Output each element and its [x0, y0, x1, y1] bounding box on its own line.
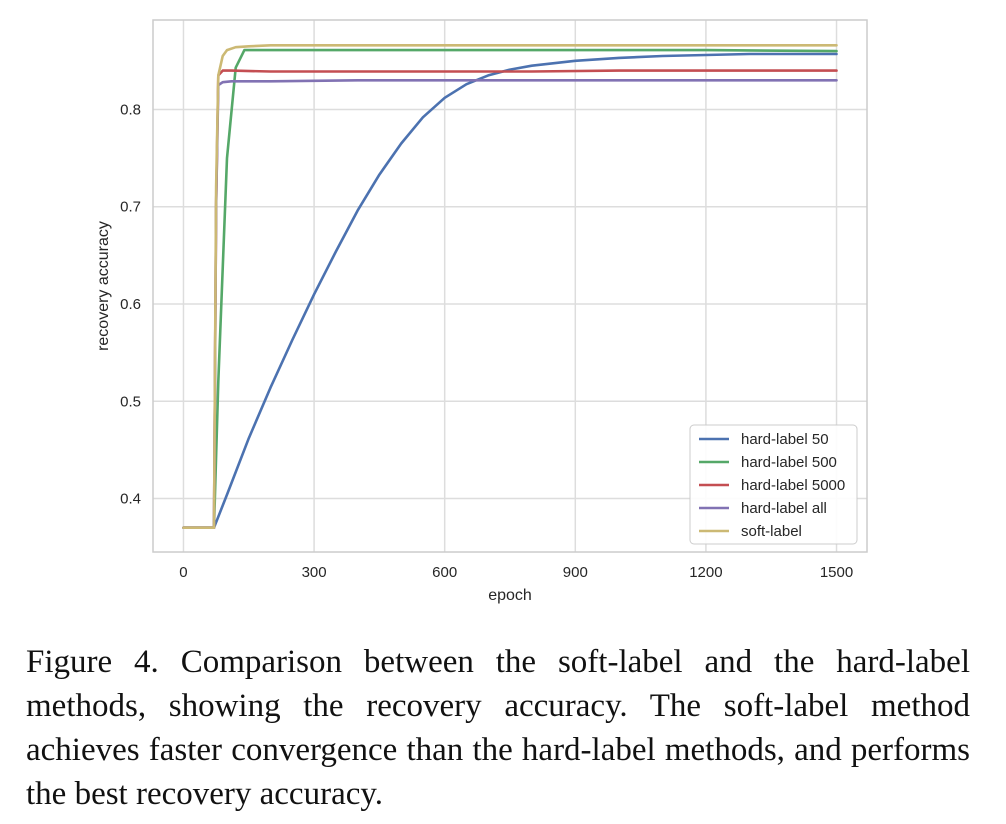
- x-tick-label: 0: [179, 564, 187, 581]
- y-tick-label: 0.7: [120, 199, 141, 216]
- series-line-2: [182, 48, 838, 530]
- series-lines: [182, 43, 838, 530]
- x-tick-label: 300: [302, 564, 327, 581]
- x-tick-label: 600: [432, 564, 457, 581]
- legend-label: hard-label 50: [741, 431, 829, 448]
- series-line-5: [182, 43, 838, 530]
- legend-label: hard-label 500: [741, 454, 837, 471]
- y-tick-label: 0.4: [120, 491, 141, 508]
- y-tick-label: 0.8: [120, 101, 141, 118]
- x-axis-label: epoch: [488, 587, 532, 604]
- grid: [153, 20, 867, 552]
- y-axis-label: recovery accuracy: [95, 221, 112, 351]
- x-tick-label: 900: [563, 564, 588, 581]
- figure-caption: Figure 4. Comparison between the soft-la…: [26, 644, 970, 812]
- legend-box: [689, 424, 858, 545]
- legend-label: hard-label all: [741, 500, 827, 517]
- plot-frame: [152, 19, 868, 553]
- series-line-1: [182, 52, 838, 530]
- x-tick-label: 1500: [820, 564, 853, 581]
- legend-label: soft-label: [741, 523, 802, 540]
- legend: hard-label 50 hard-label 500 hard-label 50…: [689, 424, 858, 545]
- y-tick-label: 0.6: [120, 296, 141, 313]
- y-tick-label: 0.5: [120, 393, 141, 410]
- legend-label: hard-label 5000: [741, 477, 845, 494]
- tick-labels: 0 300 600 900 1200 1500 0.4 0.5 0.6 0.7 0.8: [120, 101, 853, 581]
- x-tick-label: 1200: [689, 564, 722, 581]
